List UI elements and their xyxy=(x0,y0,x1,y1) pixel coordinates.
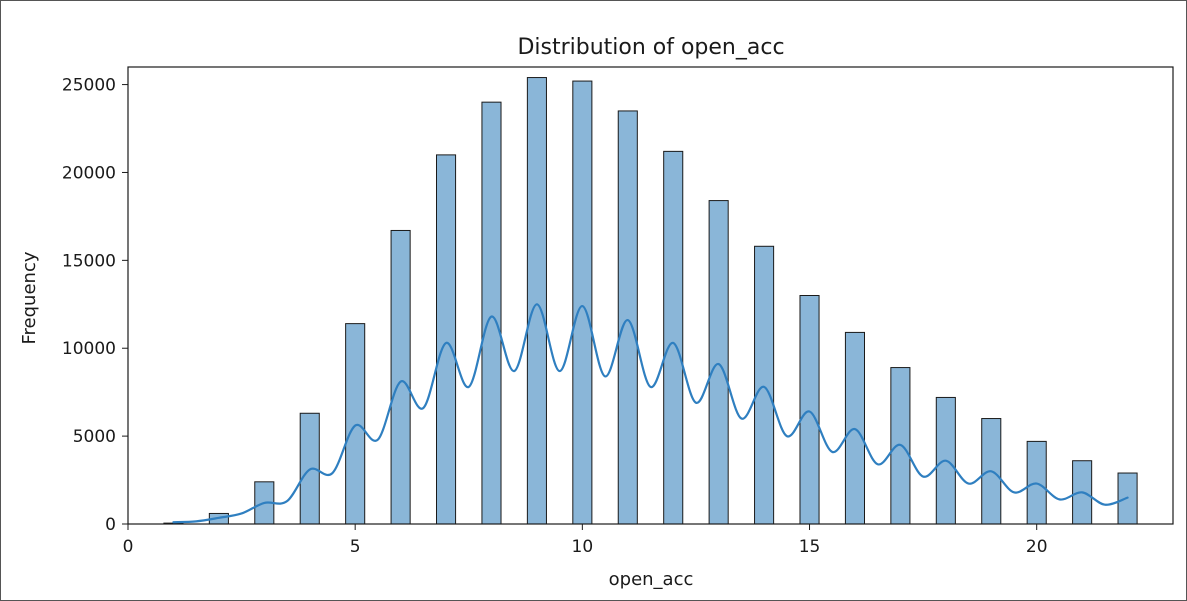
chart-title: Distribution of open_acc xyxy=(517,35,784,60)
plot-area-border xyxy=(127,66,1174,525)
y-tick-label: 15000 xyxy=(62,251,116,271)
y-tick-label: 25000 xyxy=(62,76,116,96)
y-tick-label: 10000 xyxy=(62,339,116,359)
histogram-bar xyxy=(436,154,457,525)
y-axis-label: Frequency xyxy=(19,251,40,344)
x-axis: 0 5 10 15 20 xyxy=(123,524,1048,557)
histogram-bar xyxy=(663,150,684,525)
histogram-bar xyxy=(345,323,366,525)
histogram-bar xyxy=(526,77,547,525)
x-axis-label: open_acc xyxy=(609,569,694,590)
x-tick-label: 15 xyxy=(799,537,821,557)
y-axis: 0 5000 10000 15000 20000 25000 xyxy=(62,76,128,535)
x-tick-label: 0 xyxy=(123,537,134,557)
x-tick-label: 20 xyxy=(1026,537,1048,557)
histogram-bar xyxy=(754,245,775,525)
x-tick-label: 10 xyxy=(572,537,594,557)
histogram-bar xyxy=(617,110,638,525)
x-tick-label: 5 xyxy=(350,537,361,557)
y-tick-label: 20000 xyxy=(62,163,116,183)
bars-group xyxy=(163,77,1138,525)
histogram-bar xyxy=(572,80,593,525)
histogram-bar xyxy=(390,229,411,525)
y-tick-label: 0 xyxy=(105,515,116,535)
kde-line xyxy=(172,303,1129,524)
histogram-bar xyxy=(481,101,502,525)
y-tick-label: 5000 xyxy=(73,427,116,447)
histogram-bar xyxy=(708,200,729,525)
histogram-bar xyxy=(799,295,820,525)
